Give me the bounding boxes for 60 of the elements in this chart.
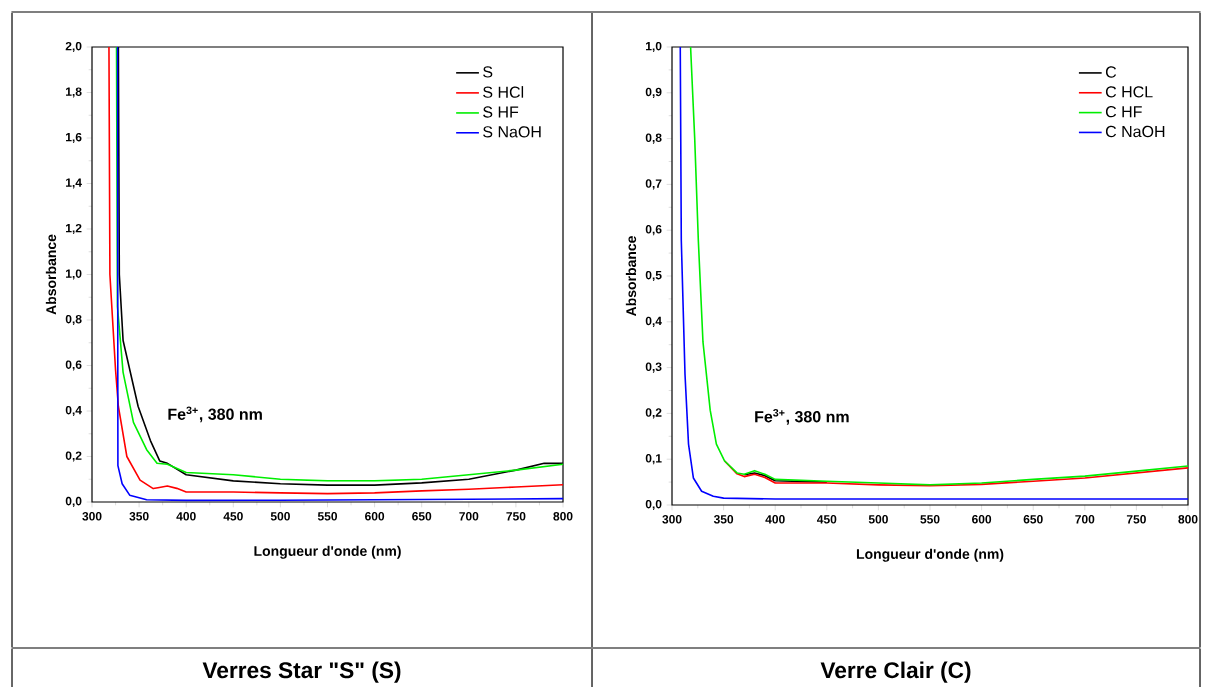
x-tick-label: 350 [713, 515, 734, 524]
y-tick-label: 0,6 [645, 225, 662, 236]
x-tick-label: 800 [1178, 515, 1198, 524]
y-tick-label: 1,2 [66, 223, 82, 235]
x-tick-label: 750 [1126, 515, 1146, 524]
x-tick-label: 600 [972, 515, 992, 524]
y-tick-label: 0,0 [65, 496, 82, 508]
y-axis-title: Absorbance [625, 236, 637, 317]
legend-label: C HCL [1105, 86, 1153, 98]
y-tick-label: 0,2 [645, 408, 662, 419]
legend-label: C [1105, 66, 1117, 78]
y-tick-label: 0,1 [645, 454, 662, 465]
y-tick-label: 1,6 [66, 132, 82, 144]
legend-label: S [483, 66, 493, 78]
x-tick-label: 350 [129, 512, 149, 521]
x-tick-label: 500 [868, 515, 888, 524]
x-tick-label: 750 [506, 512, 526, 521]
legend-label: S HF [483, 106, 519, 118]
x-tick-label: 800 [553, 512, 573, 521]
x-tick-label: 450 [816, 515, 837, 524]
y-tick-label: 1,0 [646, 41, 662, 53]
text: Verre Clair (C) [820, 661, 971, 683]
y-tick-label: 0,0 [645, 499, 662, 511]
y-tick-label: 1,8 [66, 87, 82, 98]
x-axis-title: Longueur d'onde (nm) [254, 545, 401, 559]
y-axis-title: Absorbance [45, 234, 57, 315]
x-tick-label: 400 [765, 515, 785, 524]
y-tick-label: 1,4 [66, 178, 82, 189]
y-tick-label: 0,6 [65, 360, 82, 371]
y-tick-label: 1,0 [66, 269, 82, 280]
y-tick-label: 0,8 [65, 314, 82, 326]
x-tick-label: 300 [662, 515, 682, 524]
y-tick-label: 2,0 [65, 41, 82, 53]
x-tick-label: 550 [317, 512, 338, 521]
x-tick-label: 550 [920, 515, 940, 524]
x-tick-label: 650 [1023, 515, 1043, 524]
y-tick-label: 0,4 [65, 405, 82, 417]
y-tick-label: 0,9 [645, 87, 662, 98]
x-tick-label: 500 [270, 512, 290, 521]
x-tick-label: 450 [223, 512, 243, 521]
x-tick-label: 700 [459, 512, 479, 521]
y-tick-label: 0,7 [645, 179, 662, 190]
legend-label: S NaOH [483, 126, 541, 138]
legend-label: C HF [1105, 106, 1142, 118]
annotation: Fe$^{3+}$, 380 nm [168, 406, 262, 423]
y-tick-label: 0,4 [645, 316, 662, 327]
legend-label: C NaOH [1105, 125, 1165, 138]
y-tick-label: 0,2 [65, 451, 82, 462]
x-tick-label: 400 [176, 512, 196, 521]
x-tick-label: 300 [82, 512, 102, 521]
annotation: Fe$^{3+}$, 380 nm [755, 409, 849, 425]
text: Verres Star "S" (S) [202, 661, 401, 683]
legend-label: S HCl [483, 86, 524, 98]
x-tick-label: 600 [365, 512, 385, 521]
y-tick-label: 0,8 [645, 133, 662, 144]
y-tick-label: 0,3 [645, 362, 662, 373]
x-tick-label: 700 [1075, 515, 1095, 524]
x-axis-title: Longueur d'onde (nm) [856, 548, 1004, 562]
x-tick-label: 650 [412, 512, 432, 521]
y-tick-label: 0,5 [645, 270, 662, 282]
